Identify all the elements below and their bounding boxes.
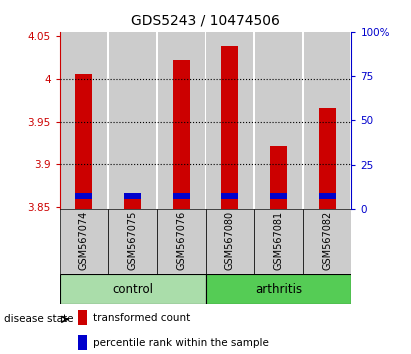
Text: arthritis: arthritis [255, 283, 302, 296]
Bar [255, 32, 302, 209]
Text: GSM567081: GSM567081 [273, 211, 284, 270]
Bar [319, 108, 336, 209]
Text: transformed count: transformed count [93, 313, 191, 323]
Text: GSM567075: GSM567075 [127, 211, 138, 270]
Bar [173, 60, 190, 209]
Bar [60, 274, 206, 304]
Text: GSM567076: GSM567076 [176, 211, 186, 270]
Bar [78, 335, 87, 350]
Text: GSM567080: GSM567080 [225, 211, 235, 270]
Bar [75, 194, 92, 199]
Bar [270, 194, 287, 199]
Bar [108, 209, 157, 274]
Bar [221, 46, 238, 209]
Bar [254, 209, 303, 274]
Bar [124, 193, 141, 209]
Bar [303, 209, 351, 274]
Bar [157, 209, 206, 274]
Bar [221, 194, 238, 199]
Bar [319, 194, 336, 199]
Text: GSM567074: GSM567074 [79, 211, 89, 270]
Bar [60, 209, 108, 274]
Bar [270, 147, 287, 209]
Bar [124, 194, 141, 199]
Text: GSM567082: GSM567082 [322, 211, 332, 270]
Text: percentile rank within the sample: percentile rank within the sample [93, 338, 269, 348]
Title: GDS5243 / 10474506: GDS5243 / 10474506 [131, 14, 280, 28]
Bar [206, 32, 253, 209]
Bar [173, 194, 190, 199]
Bar [60, 32, 107, 209]
Text: disease state: disease state [4, 314, 74, 324]
Bar [158, 32, 205, 209]
Bar [206, 209, 254, 274]
Bar [304, 32, 351, 209]
Bar [206, 274, 351, 304]
Bar [75, 74, 92, 209]
Bar [78, 310, 87, 325]
Bar [109, 32, 156, 209]
Text: control: control [112, 283, 153, 296]
